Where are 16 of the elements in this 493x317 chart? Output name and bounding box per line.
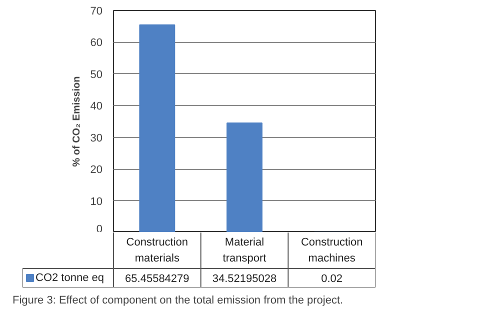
y-tick-label: 50 bbox=[90, 68, 103, 81]
legend-label: CO2 tonne eq bbox=[36, 272, 104, 284]
data-label: 65.45584279 bbox=[125, 273, 190, 285]
y-axis-title: % of CO₂ Emission bbox=[71, 76, 82, 167]
x-tick-label: Construction materials bbox=[126, 236, 188, 264]
y-tick-label: 70 bbox=[90, 6, 103, 18]
data-label: 0.02 bbox=[321, 273, 343, 285]
y-tick-label: 60 bbox=[90, 37, 103, 50]
y-tick-label: 40 bbox=[90, 100, 103, 113]
data-label: 34.52195028 bbox=[212, 273, 277, 285]
y-tick-label: 10 bbox=[90, 196, 103, 208]
y-tick-label: 20 bbox=[90, 164, 103, 176]
x-tick-label: Material transport bbox=[222, 236, 266, 264]
y-tick-label: 30 bbox=[90, 132, 103, 144]
caption: Figure 3: Effect of component on the total emission from the project. bbox=[12, 294, 344, 306]
x-tick-label: Construction machines bbox=[300, 236, 363, 264]
